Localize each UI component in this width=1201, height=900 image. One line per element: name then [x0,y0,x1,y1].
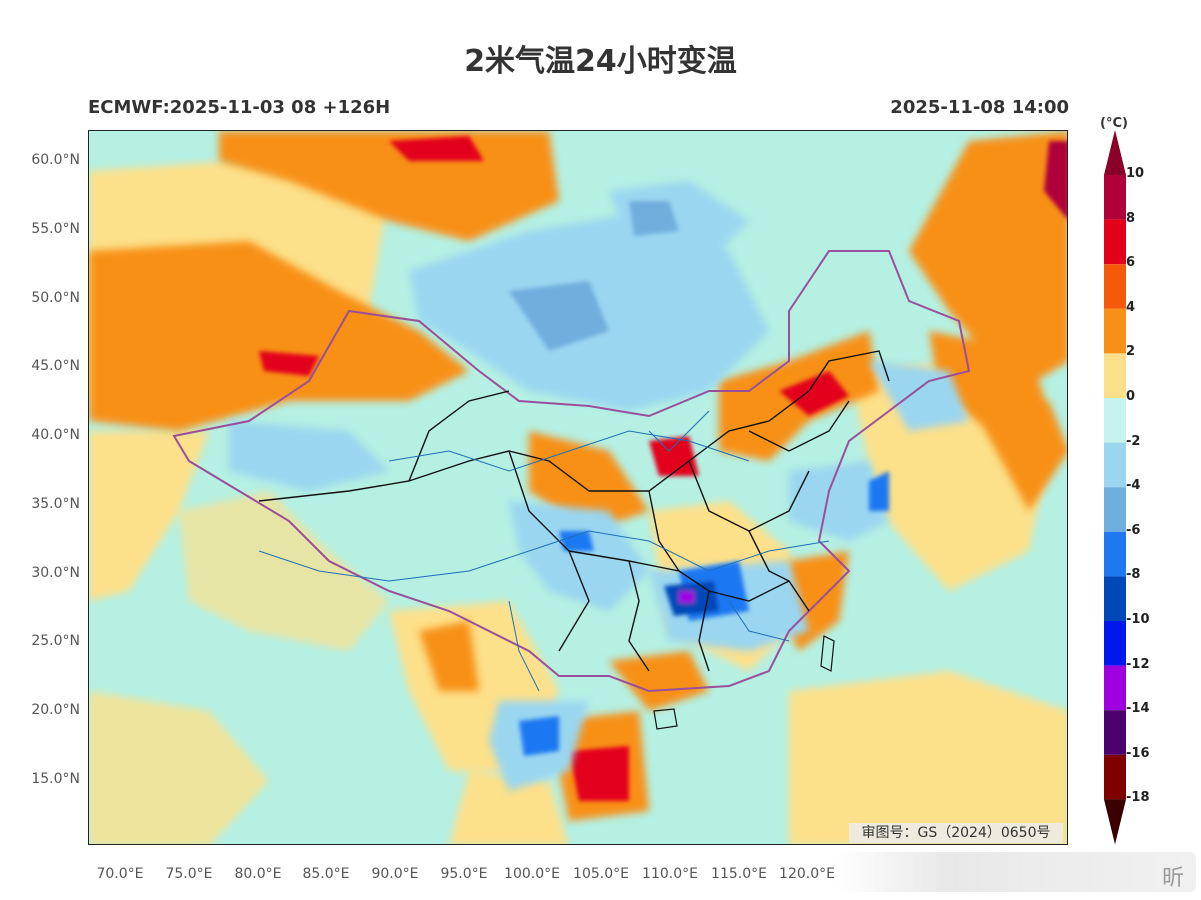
lon-label: 100.0°E [504,866,560,882]
lat-label: 25.0°N [31,633,80,649]
watermark-text: 昕 [1161,866,1184,891]
lat-label: 30.0°N [31,565,80,581]
colorbar-tick-label: 4 [1126,299,1136,315]
colorbar-segment [1104,398,1126,443]
colorbar-segment [1104,710,1126,755]
colorbar-top-arrow [1104,130,1126,175]
lon-label: 80.0°E [234,866,282,882]
colorbar-segment [1104,175,1126,220]
taiwan-outline [820,635,835,672]
lat-label: 15.0°N [31,771,80,787]
colorbar-segment [1104,487,1126,532]
lon-label: 95.0°E [440,866,488,882]
colorbar-segment [1104,264,1126,309]
lon-label: 85.0°E [302,866,350,882]
map-fill-layer [89,131,1067,844]
rivers [258,410,830,692]
colorbar-unit: (°C) [1100,116,1128,131]
chart-title: 2米气温24小时变温 [464,44,737,79]
lat-label: 60.0°N [31,152,80,168]
colorbar-tick-label: -10 [1126,612,1150,627]
lat-label: 35.0°N [31,496,80,512]
lon-label: 110.0°E [642,866,698,882]
valid-time: 2025-11-08 14:00 [890,97,1069,118]
model-run-info: ECMWF:2025-11-03 08 +126H [88,97,391,118]
map-approval-number: 审图号：GS（2024）0650号 [849,823,1063,843]
colorbar-tick-label: 8 [1126,210,1136,226]
lat-label: 45.0°N [31,358,80,374]
colorbar-segment [1104,531,1126,577]
colorbar-tick-label: 10 [1126,166,1145,181]
colorbar-segment [1104,308,1126,354]
lat-label: 40.0°N [31,427,80,443]
lon-label: 70.0°E [96,866,144,882]
colorbar-tick-label: -2 [1126,433,1141,449]
cool-deep-blue-areas [509,201,889,756]
colorbar-segment [1104,576,1126,621]
lat-label: 20.0°N [31,702,80,718]
colorbar-segment [1104,754,1126,800]
warm-red-spots [259,136,1067,801]
colorbar-segment [1104,665,1126,711]
colorbar [1104,130,1126,845]
colorbar-bottom-arrow [1104,799,1126,845]
colorbar-segment [1104,621,1126,666]
colorbar-tick-label: -16 [1126,745,1150,761]
colorbar-tick-label: -14 [1126,701,1150,717]
colorbar-tick-label: 0 [1126,389,1136,404]
lon-label: 105.0°E [573,866,629,882]
lon-label: 115.0°E [711,866,767,882]
lat-label: 50.0°N [31,290,80,306]
lon-label: 90.0°E [371,866,419,882]
colorbar-tick-label: -18 [1126,790,1150,806]
colorbar-tick-label: 2 [1126,344,1136,360]
temperature-change-map: 审图号：GS（2024）0650号 [88,130,1068,845]
province-boundaries [258,350,890,672]
colorbar-tick-label: -6 [1126,522,1141,538]
colorbar-segment [1104,353,1126,398]
colorbar-tick-label: -4 [1126,478,1141,494]
colorbar-tick-label: 6 [1126,255,1136,271]
watermark-overlay: 昕 [836,852,1196,892]
colorbar-segment [1104,219,1126,265]
lon-label: 75.0°E [165,866,213,882]
lon-label: 120.0°E [779,866,835,882]
colorbar-segment [1104,442,1126,488]
lat-label: 55.0°N [31,221,80,237]
hainan-outline [653,708,678,730]
colorbar-tick-label: -12 [1126,656,1150,672]
country-boundary [172,250,971,693]
colorbar-tick-label: -8 [1126,567,1141,583]
